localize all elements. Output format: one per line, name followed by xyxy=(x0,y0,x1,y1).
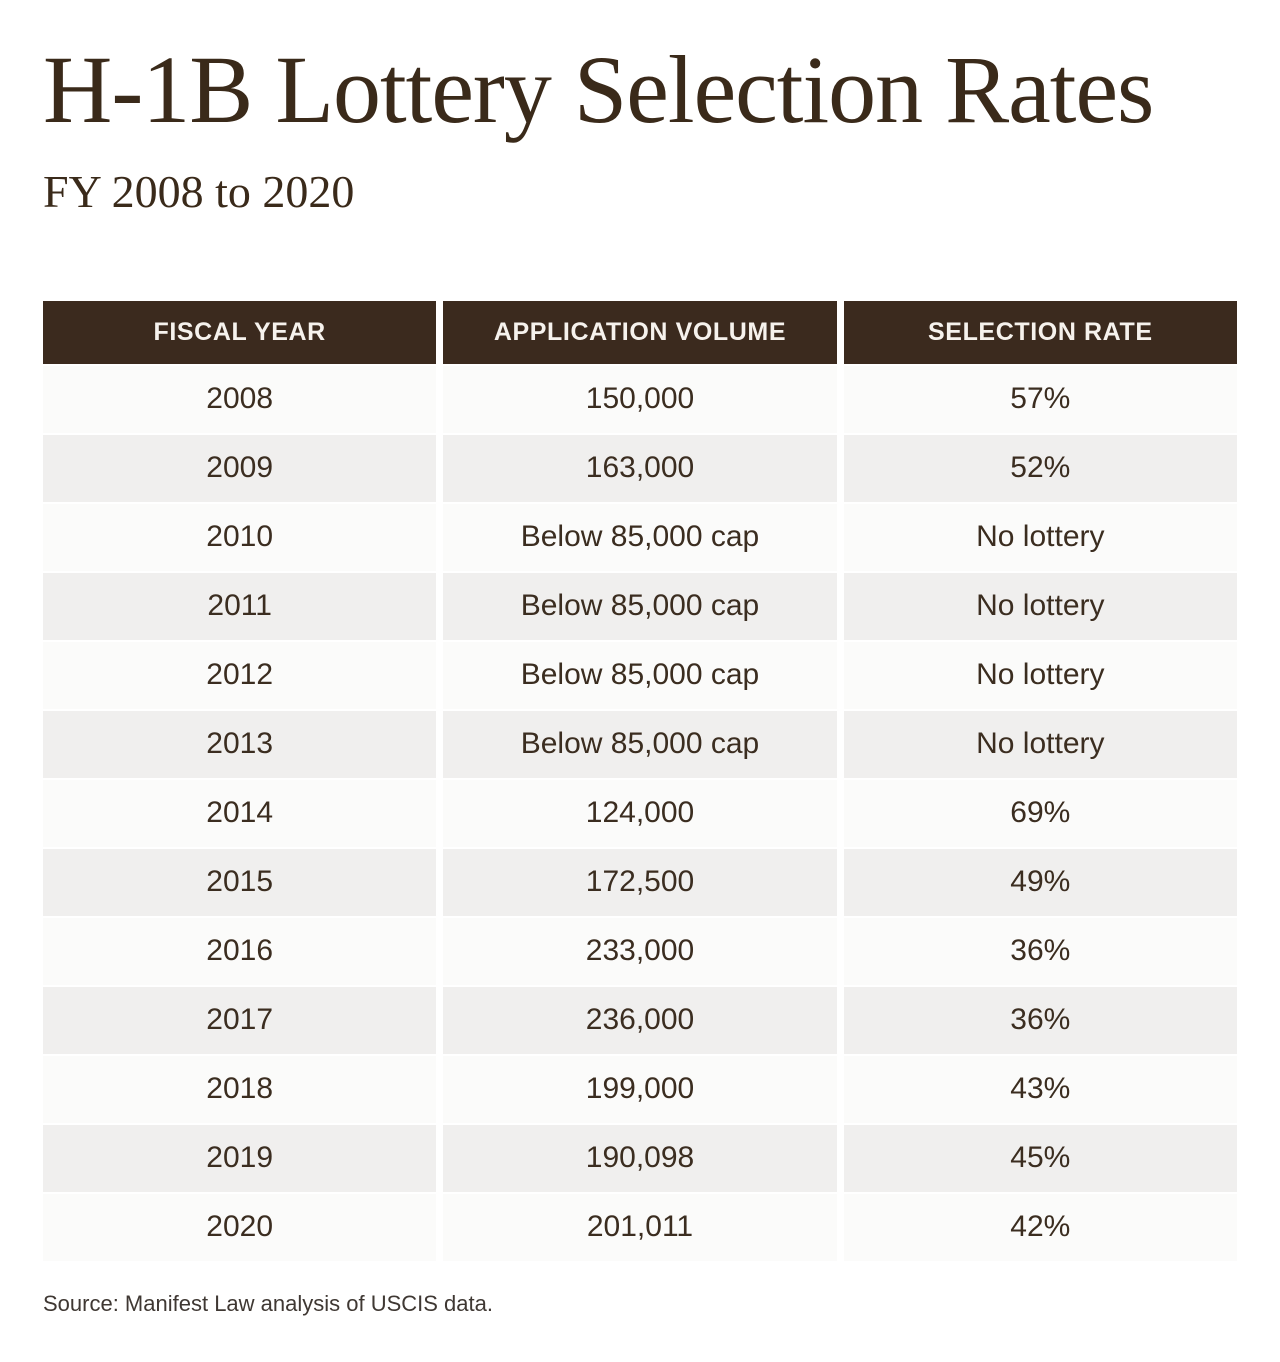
selection-rate-cell: 45% xyxy=(843,1124,1237,1192)
table-row: 2015 172,500 49% xyxy=(43,848,1237,916)
table-row: 2020 201,011 42% xyxy=(43,1193,1237,1261)
fiscal-year-cell: 2014 xyxy=(43,779,437,847)
table-row: 2010 Below 85,000 cap No lottery xyxy=(43,503,1237,571)
table-row: 2011 Below 85,000 cap No lottery xyxy=(43,572,1237,640)
fiscal-year-cell: 2013 xyxy=(43,710,437,778)
selection-rate-cell: No lottery xyxy=(843,641,1237,709)
fiscal-year-cell: 2009 xyxy=(43,434,437,502)
table-row: 2016 233,000 36% xyxy=(43,917,1237,985)
application-volume-cell: 201,011 xyxy=(443,1193,837,1261)
fiscal-year-cell: 2016 xyxy=(43,917,437,985)
fiscal-year-cell: 2019 xyxy=(43,1124,437,1192)
selection-rate-cell: 49% xyxy=(843,848,1237,916)
table-header-row: FISCAL YEAR APPLICATION VOLUME SELECTION… xyxy=(43,300,1237,364)
fiscal-year-cell: 2012 xyxy=(43,641,437,709)
application-volume-cell: 172,500 xyxy=(443,848,837,916)
selection-rate-cell: 69% xyxy=(843,779,1237,847)
fiscal-year-cell: 2020 xyxy=(43,1193,437,1261)
table-row: 2014 124,000 69% xyxy=(43,779,1237,847)
column-header-selection-rate: SELECTION RATE xyxy=(843,300,1237,364)
selection-rate-cell: 57% xyxy=(843,365,1237,433)
application-volume-cell: 236,000 xyxy=(443,986,837,1054)
table-row: 2019 190,098 45% xyxy=(43,1124,1237,1192)
fiscal-year-cell: 2018 xyxy=(43,1055,437,1123)
table-row: 2008 150,000 57% xyxy=(43,365,1237,433)
application-volume-cell: 150,000 xyxy=(443,365,837,433)
page-subtitle: FY 2008 to 2020 xyxy=(43,165,355,217)
application-volume-cell: 199,000 xyxy=(443,1055,837,1123)
fiscal-year-cell: 2017 xyxy=(43,986,437,1054)
lottery-selection-table: FISCAL YEAR APPLICATION VOLUME SELECTION… xyxy=(43,300,1237,1261)
selection-rate-cell: 36% xyxy=(843,917,1237,985)
column-header-fiscal-year: FISCAL YEAR xyxy=(43,300,437,364)
table-row: 2012 Below 85,000 cap No lottery xyxy=(43,641,1237,709)
table-row: 2018 199,000 43% xyxy=(43,1055,1237,1123)
application-volume-cell: Below 85,000 cap xyxy=(443,641,837,709)
selection-rate-cell: 36% xyxy=(843,986,1237,1054)
column-header-application-volume: APPLICATION VOLUME xyxy=(443,300,837,364)
selection-rate-cell: 43% xyxy=(843,1055,1237,1123)
selection-rate-cell: No lottery xyxy=(843,710,1237,778)
table-row: 2013 Below 85,000 cap No lottery xyxy=(43,710,1237,778)
fiscal-year-cell: 2015 xyxy=(43,848,437,916)
application-volume-cell: 190,098 xyxy=(443,1124,837,1192)
fiscal-year-cell: 2011 xyxy=(43,572,437,640)
selection-rate-cell: 52% xyxy=(843,434,1237,502)
application-volume-cell: Below 85,000 cap xyxy=(443,572,837,640)
application-volume-cell: 163,000 xyxy=(443,434,837,502)
table-row: 2017 236,000 36% xyxy=(43,986,1237,1054)
selection-rate-cell: 42% xyxy=(843,1193,1237,1261)
fiscal-year-cell: 2010 xyxy=(43,503,437,571)
table-row: 2009 163,000 52% xyxy=(43,434,1237,502)
page-title: H-1B Lottery Selection Rates xyxy=(43,36,1154,143)
selection-rate-cell: No lottery xyxy=(843,503,1237,571)
application-volume-cell: Below 85,000 cap xyxy=(443,710,837,778)
selection-rate-cell: No lottery xyxy=(843,572,1237,640)
source-note: Source: Manifest Law analysis of USCIS d… xyxy=(43,1290,493,1316)
application-volume-cell: Below 85,000 cap xyxy=(443,503,837,571)
application-volume-cell: 124,000 xyxy=(443,779,837,847)
application-volume-cell: 233,000 xyxy=(443,917,837,985)
fiscal-year-cell: 2008 xyxy=(43,365,437,433)
